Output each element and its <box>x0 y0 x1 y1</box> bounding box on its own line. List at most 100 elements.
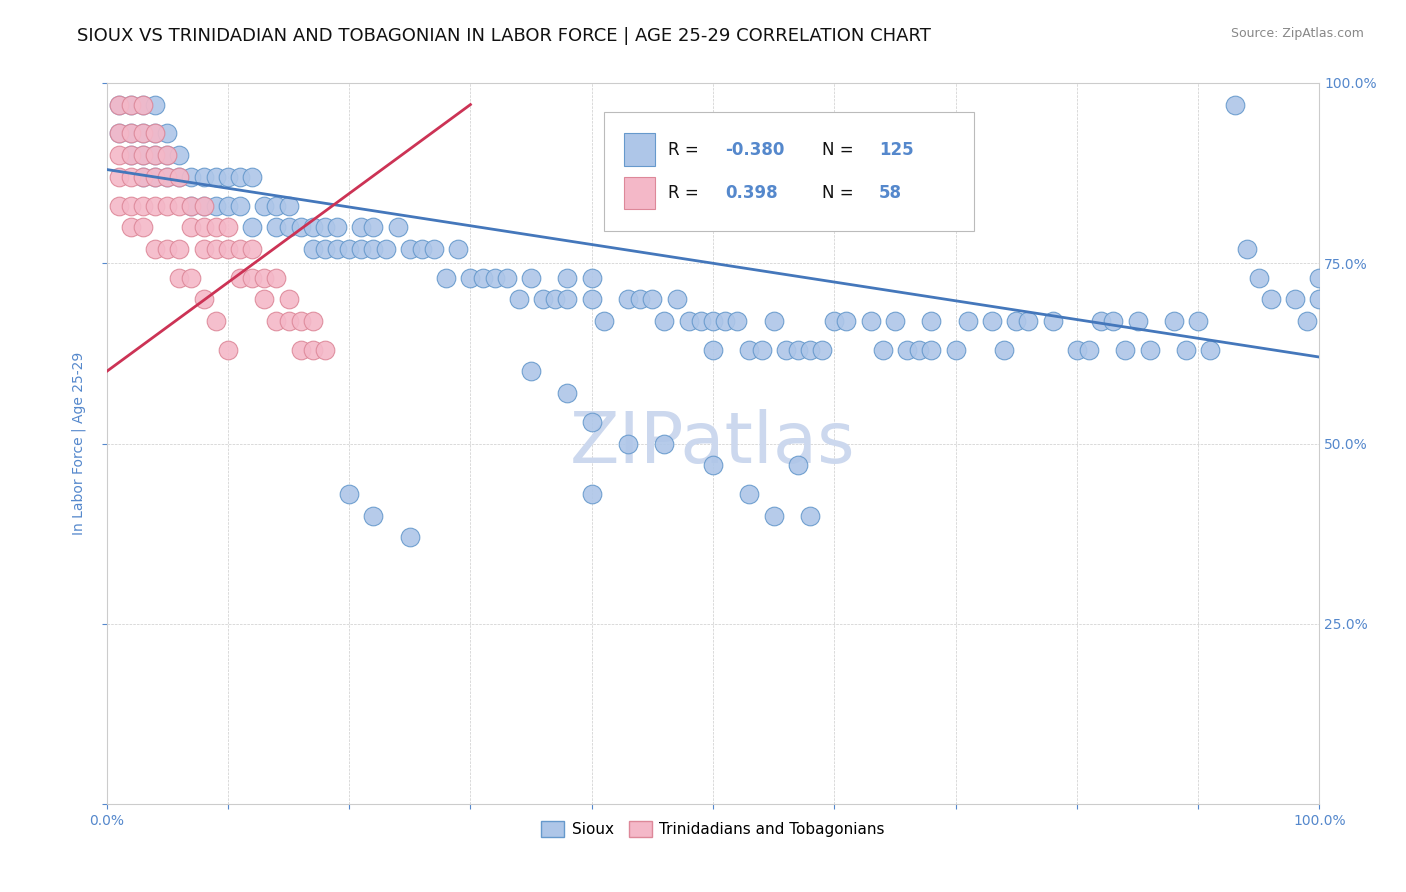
Point <box>398 242 420 256</box>
Point <box>132 127 155 141</box>
Point <box>169 169 191 184</box>
Point <box>363 220 385 235</box>
Point <box>314 220 336 235</box>
Point <box>665 293 688 307</box>
Point <box>581 415 603 429</box>
Point <box>314 242 336 256</box>
Point <box>689 314 711 328</box>
Point <box>411 242 433 256</box>
Point <box>762 508 785 523</box>
Point <box>107 127 129 141</box>
Point <box>120 220 142 235</box>
Point <box>132 169 155 184</box>
Point <box>1308 293 1330 307</box>
Point <box>156 127 179 141</box>
Point <box>641 293 664 307</box>
Point <box>290 220 312 235</box>
Point <box>531 293 554 307</box>
Point <box>1102 314 1125 328</box>
Point <box>725 314 748 328</box>
Point <box>290 343 312 357</box>
Point <box>374 242 396 256</box>
Point <box>301 314 323 328</box>
Point <box>811 343 834 357</box>
Point <box>557 270 579 285</box>
Point <box>1284 293 1306 307</box>
Text: R =: R = <box>668 141 699 159</box>
Point <box>120 198 142 212</box>
Point <box>107 97 129 112</box>
Point <box>495 270 517 285</box>
Point <box>120 127 142 141</box>
Point <box>859 314 882 328</box>
Point <box>253 198 276 212</box>
Point <box>253 270 276 285</box>
Point <box>169 169 191 184</box>
Point <box>1236 242 1258 256</box>
Point <box>240 270 263 285</box>
Point <box>156 198 179 212</box>
Point <box>169 242 191 256</box>
Text: 58: 58 <box>879 184 903 202</box>
Point <box>1223 97 1246 112</box>
Point <box>617 436 640 450</box>
Point <box>1005 314 1028 328</box>
Point <box>387 220 409 235</box>
Point <box>266 198 288 212</box>
Point <box>301 242 323 256</box>
Point <box>290 314 312 328</box>
Point <box>628 293 651 307</box>
Point <box>217 169 239 184</box>
Point <box>1126 314 1149 328</box>
Point <box>180 198 202 212</box>
Point <box>180 169 202 184</box>
Point <box>107 169 129 184</box>
Point <box>738 343 761 357</box>
Point <box>350 220 373 235</box>
Point <box>193 242 215 256</box>
Point <box>702 458 724 473</box>
Point <box>266 270 288 285</box>
Point <box>702 343 724 357</box>
Point <box>143 148 166 162</box>
Point <box>229 198 252 212</box>
Point <box>193 220 215 235</box>
Point <box>581 487 603 501</box>
Point <box>217 220 239 235</box>
Point <box>120 97 142 112</box>
Point <box>204 198 226 212</box>
Point <box>217 242 239 256</box>
Point <box>143 169 166 184</box>
Point <box>1187 314 1209 328</box>
Point <box>120 148 142 162</box>
Point <box>132 148 155 162</box>
Point <box>240 169 263 184</box>
Point <box>132 97 155 112</box>
Point <box>363 508 385 523</box>
Point <box>908 343 931 357</box>
FancyBboxPatch shape <box>603 112 974 231</box>
Point <box>217 198 239 212</box>
Point <box>592 314 614 328</box>
Point <box>204 242 226 256</box>
Point <box>169 198 191 212</box>
Point <box>484 270 506 285</box>
Point <box>132 220 155 235</box>
Point <box>169 148 191 162</box>
Point <box>1078 343 1101 357</box>
Point <box>229 169 252 184</box>
Point <box>120 97 142 112</box>
Point <box>581 293 603 307</box>
Point <box>143 127 166 141</box>
Point <box>775 343 797 357</box>
Point <box>920 314 942 328</box>
Point <box>120 127 142 141</box>
Point <box>240 220 263 235</box>
Text: N =: N = <box>823 141 853 159</box>
Point <box>581 270 603 285</box>
Point <box>193 169 215 184</box>
Point <box>460 270 482 285</box>
Point <box>143 242 166 256</box>
Point <box>193 293 215 307</box>
Point <box>1090 314 1112 328</box>
